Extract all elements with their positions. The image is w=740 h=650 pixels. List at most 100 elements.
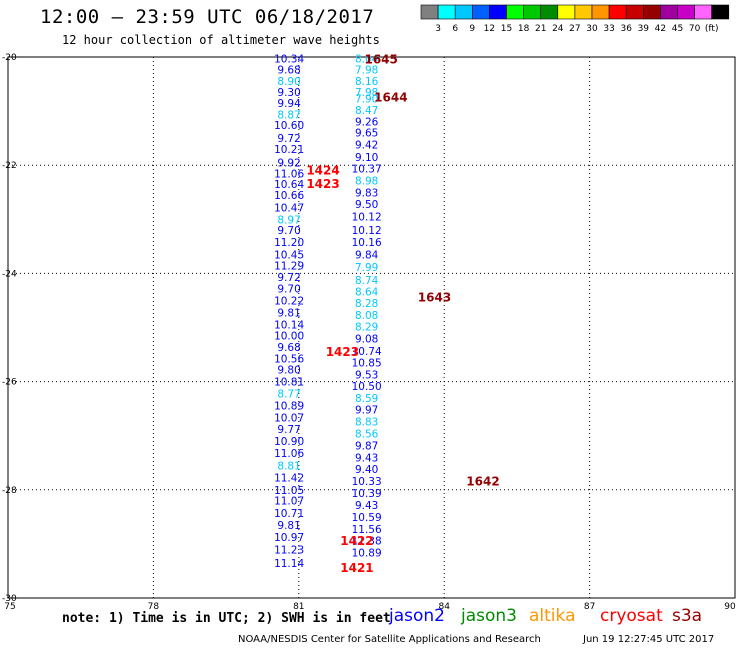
swh-value-jason2: 8.87 bbox=[277, 109, 300, 121]
scale-label: 24 bbox=[552, 24, 564, 34]
swh-value-jason2: 8.90 bbox=[277, 76, 300, 88]
pass-time-label: 1422 bbox=[340, 534, 373, 548]
scale-swatch bbox=[711, 4, 730, 20]
swh-value-jason2: 9.77 bbox=[277, 424, 300, 436]
lat-tick-label: -30 bbox=[2, 594, 17, 604]
swh-value-s3a: 8.28 bbox=[355, 298, 378, 310]
swh-value-jason2: 10.71 bbox=[274, 508, 304, 520]
swh-value-jason2: 9.68 bbox=[277, 342, 300, 354]
swh-value-s3a: 10.89 bbox=[352, 548, 382, 560]
swh-value-s3a: 10.59 bbox=[352, 512, 382, 524]
swh-value-jason2: 9.30 bbox=[277, 87, 300, 99]
swh-value-s3a: 9.50 bbox=[355, 199, 378, 211]
scale-label: 12 bbox=[484, 24, 495, 34]
swh-value-s3a: 10.37 bbox=[352, 163, 382, 175]
swh-value-jason2: 10.64 bbox=[274, 179, 304, 191]
swh-value-s3a: 10.50 bbox=[352, 381, 382, 393]
swh-value-s3a: 8.83 bbox=[355, 417, 378, 429]
swh-value-s3a: 9.08 bbox=[355, 333, 378, 345]
scale-label: 9 bbox=[469, 24, 475, 34]
scale-label: 70 bbox=[689, 24, 701, 34]
credit-text: NOAA/NESDIS Center for Satellite Applica… bbox=[238, 634, 541, 645]
swh-value-s3a: 9.87 bbox=[355, 440, 378, 452]
lon-tick-label: 84 bbox=[438, 602, 450, 612]
swh-value-s3a: 11.56 bbox=[352, 524, 382, 536]
swh-value-jason2: 8.97 bbox=[277, 214, 300, 226]
swh-value-jason2: 11.29 bbox=[274, 260, 304, 272]
swh-value-s3a: 10.33 bbox=[352, 476, 382, 488]
swh-value-jason2: 10.47 bbox=[274, 202, 304, 214]
swh-value-jason2: 9.70 bbox=[277, 225, 300, 237]
swh-value-jason2: 10.56 bbox=[274, 353, 304, 365]
swh-value-jason2: 9.92 bbox=[277, 157, 300, 169]
swh-value-s3a: 9.10 bbox=[355, 152, 378, 164]
lat-tick-label: -24 bbox=[2, 269, 17, 279]
pass-time-label: 1643 bbox=[418, 291, 451, 305]
swh-value-jason2: 11.06 bbox=[274, 168, 304, 180]
pass-time-label: 1423 bbox=[306, 177, 339, 191]
legend-jason2: jason2 bbox=[389, 606, 445, 626]
pass-time-label: 1645 bbox=[364, 53, 397, 67]
swh-value-jason2: 10.89 bbox=[274, 400, 304, 412]
generation-timestamp: Jun 19 12:27:45 UTC 2017 bbox=[583, 634, 715, 645]
swh-value-s3a: 8.04 bbox=[355, 54, 379, 66]
scale-label: 42 bbox=[655, 24, 666, 34]
swh-value-jason2: 9.94 bbox=[277, 98, 301, 110]
swh-value-s3a: 9.43 bbox=[355, 500, 378, 512]
scale-label: 30 bbox=[586, 24, 598, 34]
scale-label: 27 bbox=[569, 24, 580, 34]
swh-value-jason2: 10.07 bbox=[274, 412, 304, 424]
swh-value-s3a: 9.26 bbox=[355, 116, 379, 128]
altimeter-map: 75 78 81 84 87 90-20-22-24-26-28-3010.349.688… bbox=[2, 53, 736, 612]
swh-value-s3a: 9.84 bbox=[355, 249, 379, 261]
scale-label: 33 bbox=[603, 24, 614, 34]
swh-value-jason2: 10.22 bbox=[274, 295, 304, 307]
scale-label: 45 bbox=[672, 24, 683, 34]
lat-tick-label: -20 bbox=[2, 53, 17, 63]
swh-value-s3a: 8.16 bbox=[355, 76, 379, 88]
lon-tick-label: 78 bbox=[148, 602, 160, 612]
swh-value-jason2: 11.06 bbox=[274, 448, 304, 460]
swh-value-s3a: 8.74 bbox=[355, 275, 379, 287]
swh-value-jason2: 8.81 bbox=[277, 460, 300, 472]
swh-value-jason2: 11.23 bbox=[274, 544, 304, 556]
swh-value-jason2: 10.60 bbox=[274, 120, 304, 132]
scale-label: 18 bbox=[518, 24, 530, 34]
scale-label: 36 bbox=[620, 24, 632, 34]
swh-value-jason2: 11.14 bbox=[274, 558, 304, 570]
swh-value-jason2: 11.42 bbox=[274, 472, 304, 484]
scale-label: 15 bbox=[501, 24, 512, 34]
swh-value-s3a: 8.47 bbox=[355, 105, 378, 117]
lon-tick-label: 90 bbox=[724, 602, 736, 612]
swh-value-jason2: 9.72 bbox=[277, 133, 300, 145]
swh-value-s3a: 10.16 bbox=[352, 237, 382, 249]
legend-jason3: jason3 bbox=[461, 606, 517, 626]
pass-time-label: 1423 bbox=[326, 345, 359, 359]
map-subtitle: 12 hour collection of altimeter wave hei… bbox=[62, 33, 380, 47]
swh-value-jason2: 11.07 bbox=[274, 496, 304, 508]
lon-tick-label: 75 bbox=[4, 602, 15, 612]
swh-value-jason2: 10.97 bbox=[274, 532, 304, 544]
lon-tick-label: 87 bbox=[584, 602, 595, 612]
lat-tick-label: -26 bbox=[2, 378, 17, 388]
swh-value-s3a: 9.97 bbox=[355, 405, 378, 417]
lat-tick-label: -22 bbox=[2, 161, 17, 171]
swh-value-jason2: 10.81 bbox=[274, 377, 304, 389]
swh-value-jason2: 10.66 bbox=[274, 190, 304, 202]
swh-value-s3a: 9.43 bbox=[355, 452, 378, 464]
swh-value-jason2: 9.81 bbox=[277, 307, 300, 319]
swh-value-s3a: 10.12 bbox=[352, 225, 382, 237]
map-frame bbox=[7, 56, 736, 599]
swh-value-s3a: 9.42 bbox=[355, 140, 378, 152]
swh-value-jason2: 10.45 bbox=[274, 249, 304, 261]
swh-value-s3a: 8.59 bbox=[355, 393, 378, 405]
swh-value-s3a: 9.53 bbox=[355, 370, 378, 382]
swh-value-jason2: 10.00 bbox=[274, 331, 304, 343]
swh-value-s3a: 9.83 bbox=[355, 187, 378, 199]
swh-value-s3a: 7.98 bbox=[355, 87, 378, 99]
swh-value-s3a: 10.39 bbox=[352, 488, 382, 500]
swh-value-s3a: 7.99 bbox=[355, 262, 378, 274]
swh-value-s3a: 8.98 bbox=[355, 175, 378, 187]
swh-value-jason2: 8.77 bbox=[277, 389, 300, 401]
swh-color-scale: 3 6 9 12 15 18 21 24 27 30 33 36 39 42 45 70 (ft) bbox=[420, 4, 730, 34]
